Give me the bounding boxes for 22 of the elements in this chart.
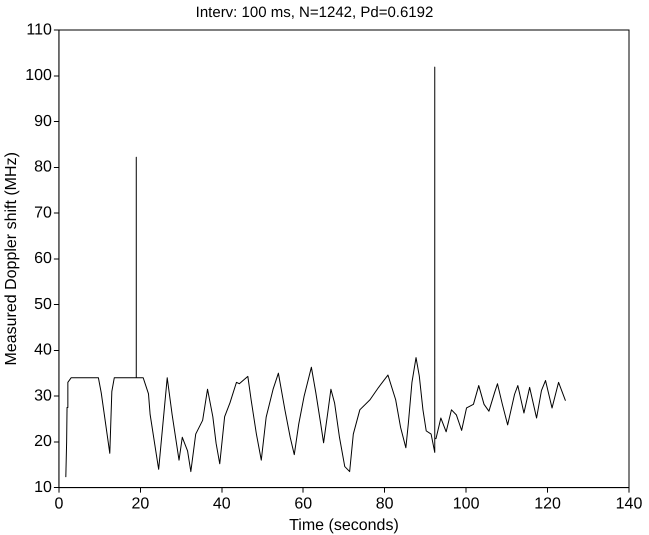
y-tick-label: 60: [34, 250, 52, 268]
y-tick-label: 10: [34, 479, 52, 496]
y-tick-label: 30: [34, 387, 52, 404]
x-tick-label: 20: [131, 496, 150, 513]
x-tick-label: 100: [452, 496, 480, 513]
y-tick-label: 110: [26, 21, 52, 38]
x-tick-label: 140: [616, 496, 642, 513]
x-tick-label: 120: [534, 496, 561, 513]
x-axis-title: Time (seconds): [289, 516, 399, 534]
y-tick-label: 50: [34, 296, 52, 313]
y-tick-label: 100: [25, 67, 52, 84]
x-tick-label: 40: [212, 496, 231, 513]
y-tick-label: 70: [34, 204, 52, 222]
y-tick-label: 20: [34, 433, 52, 450]
x-tick-label: 80: [376, 496, 394, 513]
chart-title: Interv: 100 ms, N=1242, Pd=0.6192: [196, 4, 434, 22]
x-tick-label: 60: [294, 496, 312, 513]
x-tick-label: 0: [54, 496, 64, 513]
y-tick-label: 40: [34, 342, 52, 359]
y-tick-label: 80: [34, 158, 52, 176]
y-tick-label: 90: [34, 112, 52, 130]
y-axis-title: Measured Doppler shift (MHz): [3, 152, 20, 366]
